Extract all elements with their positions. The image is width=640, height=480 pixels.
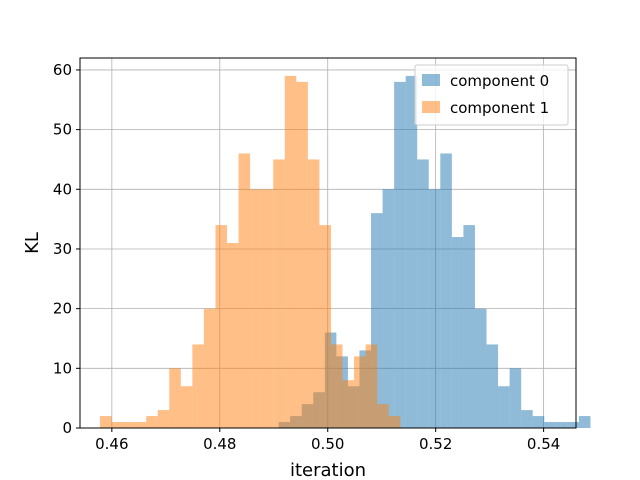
bar-component-1 [342,380,355,428]
bar-component-1 [261,189,274,428]
y-tick-label: 30 [53,240,72,258]
legend: component 0 component 1 [414,64,569,126]
bar-component-0 [382,189,395,428]
bar-component-1 [203,308,216,428]
bar-component-1 [319,225,331,428]
bar-component-1 [388,416,401,428]
bar-component-1 [238,153,251,428]
bar-component-0 [555,422,568,428]
bar-component-1 [377,404,389,428]
bar-component-0 [428,189,441,428]
bar-component-0 [371,213,383,428]
legend-label-component-0: component 0 [450,72,549,90]
bar-component-0 [405,75,418,428]
legend-swatch-component-0 [422,74,440,86]
legend-frame [414,64,569,126]
bar-component-1 [354,356,366,428]
bar-component-0 [463,225,475,428]
bar-component-1 [123,422,135,428]
bar-component-1 [227,243,239,428]
y-tick-label: 40 [53,180,72,198]
bar-component-0 [394,81,406,428]
bar-component-0 [451,237,464,428]
bar-component-1 [250,189,262,428]
bar-component-0 [544,422,556,428]
bar-component-1 [284,75,297,428]
bar-component-1 [296,81,308,428]
y-axis-ticks: 0 10 20 30 40 50 60 [53,61,80,437]
bar-component-1 [157,410,170,428]
x-axis-label: iteration [290,460,366,480]
bar-component-1 [215,225,228,428]
bar-component-0 [440,153,452,428]
bar-component-0 [578,416,591,428]
bar-component-1 [273,159,285,429]
bar-component-1 [134,422,147,428]
y-tick-label: 10 [53,359,72,377]
bar-component-0 [521,410,533,428]
bar-component-0 [417,159,429,429]
bar-component-1 [365,344,378,428]
y-axis-label: KL [22,232,43,254]
x-tick-label: 0.52 [419,435,452,453]
legend-swatch-component-1 [422,101,440,113]
legend-label-component-1: component 1 [450,99,549,117]
x-axis-ticks: 0.46 0.48 0.50 0.52 0.54 [95,428,560,453]
bar-component-0 [532,416,545,428]
bar-component-1 [180,386,193,428]
bar-component-0 [509,368,522,428]
bar-component-1 [111,422,124,428]
x-tick-label: 0.48 [203,435,236,453]
bar-component-1 [146,416,158,428]
y-tick-label: 50 [53,121,72,139]
bar-component-1 [99,416,112,428]
x-tick-label: 0.54 [527,435,560,453]
bar-component-1 [192,344,204,428]
bar-component-0 [486,344,499,428]
series-component-1-bars [99,75,401,429]
bar-component-0 [567,422,579,428]
bar-component-0 [474,308,487,428]
y-tick-label: 20 [53,300,72,318]
bar-component-1 [307,159,320,429]
y-tick-label: 60 [53,61,72,79]
x-tick-label: 0.46 [95,435,128,453]
bar-component-1 [330,344,343,428]
y-tick-label: 0 [62,419,72,437]
bar-component-1 [169,368,181,428]
bar-component-0 [498,386,510,428]
x-tick-label: 0.50 [311,435,344,453]
